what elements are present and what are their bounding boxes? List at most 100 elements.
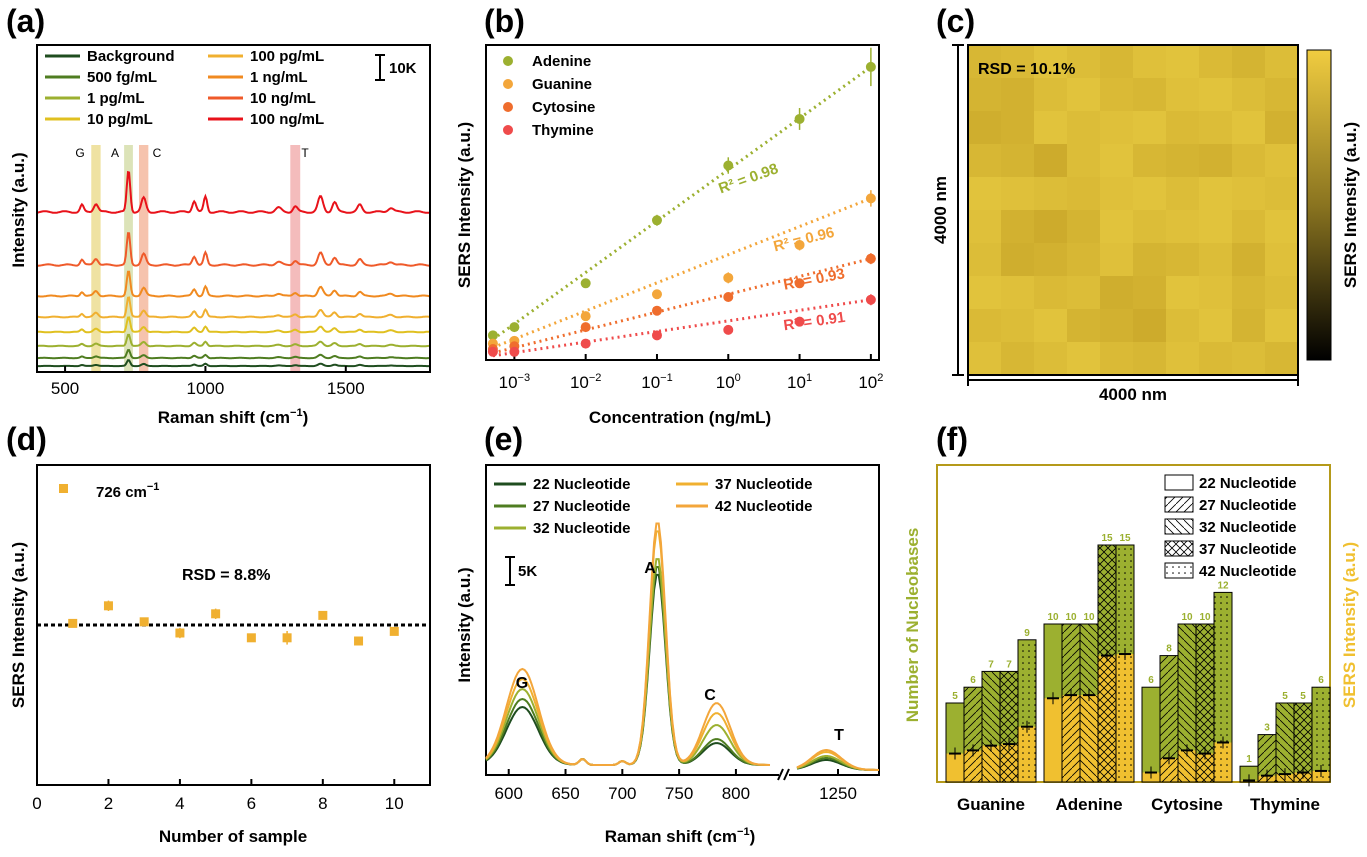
- y-axis-label: Intensity (a.u.): [455, 567, 474, 682]
- spectrum-500 fg/mL: [37, 349, 430, 360]
- heatmap-cell: [1001, 45, 1035, 79]
- heatmap-cell: [1265, 276, 1299, 310]
- heatmap-cell: [1199, 342, 1233, 376]
- point-Guanine: [723, 272, 734, 283]
- heatmap-cell: [1133, 144, 1167, 178]
- x-axis-label: Number of sample: [159, 827, 307, 846]
- heatmap-cell: [1100, 45, 1134, 79]
- legend-label: 1 ng/mL: [250, 69, 308, 86]
- x-axis-label-exp: −1: [290, 407, 303, 419]
- x-tick-label: 8: [318, 794, 327, 813]
- heatmap-cell: [1166, 177, 1200, 211]
- x-tick-label: 1250: [819, 784, 857, 803]
- band-label-A: A: [111, 146, 119, 160]
- panel-label-b: (b): [484, 3, 525, 39]
- bar-nucleobase: [1240, 766, 1258, 782]
- x-tick-label: 750: [665, 784, 693, 803]
- point-Adenine: [651, 215, 662, 226]
- heatmap-cell: [1133, 111, 1167, 145]
- x-tick-label-exp: −3: [518, 372, 531, 384]
- x-axis-label-close: ): [303, 408, 309, 427]
- heatmap-cell: [1067, 177, 1101, 211]
- bar-outline: [1311, 686, 1331, 783]
- point-Adenine: [509, 322, 520, 333]
- y-axis-label: Intensity (a.u.): [9, 152, 28, 267]
- data-point: [68, 618, 78, 628]
- legend-label: 726 cm−1: [96, 481, 159, 501]
- heatmap-cell: [1100, 276, 1134, 310]
- heatmap-cell: [1067, 276, 1101, 310]
- heatmap-cell: [1100, 144, 1134, 178]
- heatmap-cell: [1232, 177, 1266, 211]
- x-axis-label: Raman shift (cm−1): [605, 826, 755, 846]
- x-tick-label: 650: [551, 784, 579, 803]
- heatmap-cell: [968, 111, 1002, 145]
- heatmap-cell: [1100, 78, 1134, 112]
- point-Adenine: [487, 330, 498, 341]
- bar-outline: [1177, 623, 1197, 783]
- heatmap-cell: [1265, 342, 1299, 376]
- heatmap-cell: [1265, 144, 1299, 178]
- heatmap-cell: [1001, 144, 1035, 178]
- panel-a: G A C T 500 1000 1500 Raman shift (cm−1) Intensi…: [9, 44, 431, 427]
- heatmap-cell: [968, 276, 1002, 310]
- plot-frame: [36, 44, 431, 373]
- heatmap-cell: [1133, 309, 1167, 343]
- heatmap-cell: [1199, 78, 1233, 112]
- bar-value-label: 5: [1300, 691, 1306, 702]
- bar-outline: [1061, 623, 1081, 783]
- band-label-C: C: [153, 146, 162, 160]
- heatmap-cell: [1199, 111, 1233, 145]
- heatmap-cell: [1166, 210, 1200, 244]
- heatmap-cell: [1232, 210, 1266, 244]
- x-tick-label-exp: 2: [877, 372, 883, 384]
- band-A: [124, 145, 133, 372]
- heatmap-cell: [1199, 276, 1233, 310]
- data-point: [103, 601, 113, 611]
- map-frame: [967, 44, 1299, 376]
- heatmap-cell: [1067, 45, 1101, 79]
- heatmap-cell: [1232, 243, 1266, 277]
- heatmap-cell: [968, 243, 1002, 277]
- heatmap-cell: [1034, 177, 1068, 211]
- y-axis-label: SERS Intensity (a.u.): [9, 542, 28, 708]
- point-Adenine: [723, 160, 734, 171]
- y-axis-label: SERS Intensity (a.u.): [455, 122, 474, 288]
- heatmap-cell: [1232, 111, 1266, 145]
- bar-outline: [1213, 591, 1233, 783]
- spectrum-10 ng/mL: [36, 232, 431, 267]
- data-point: [389, 626, 399, 636]
- fit-line-Cytosine: [492, 257, 872, 355]
- legend-label: 1 pg/mL: [87, 90, 145, 107]
- axis-break: [779, 767, 789, 781]
- heatmap-cell: [1001, 276, 1035, 310]
- axis-break-mark: [777, 768, 784, 781]
- heatmap-cell: [1133, 276, 1167, 310]
- heatmap-cell: [1001, 309, 1035, 343]
- heatmap-cell: [1100, 243, 1134, 277]
- x-tick-label-exp: 0: [735, 372, 741, 384]
- bar-value-label: 1: [1246, 754, 1252, 765]
- heatmap-cell: [968, 45, 1002, 79]
- x-tick-label: 10−1: [641, 372, 672, 392]
- spectrum-1 pg/mL: [37, 333, 430, 348]
- panel-c: RSD = 10.1% 4000 nm 4000 nm SERS Intensity …: [931, 44, 1360, 404]
- fit-line-Guanine: [492, 196, 872, 349]
- bar-value-label: 15: [1101, 533, 1113, 544]
- x-tick-label-base: 10: [641, 373, 660, 392]
- peak-label-G: G: [516, 675, 528, 692]
- heatmap-cell: [1034, 243, 1068, 277]
- point-Cytosine: [723, 292, 734, 302]
- data-point: [211, 609, 221, 619]
- legend-label: Background: [87, 48, 175, 65]
- point-Thymine: [723, 324, 734, 335]
- point-Cytosine: [580, 322, 591, 333]
- bar-value-label: 10: [1181, 612, 1193, 623]
- point-Cytosine: [794, 278, 805, 289]
- heatmap-cell: [1001, 342, 1035, 376]
- colorbar: [1306, 49, 1332, 361]
- data-point: [175, 628, 185, 638]
- legend-label: 100 pg/mL: [250, 48, 324, 65]
- panel-label-e: (e): [484, 421, 523, 457]
